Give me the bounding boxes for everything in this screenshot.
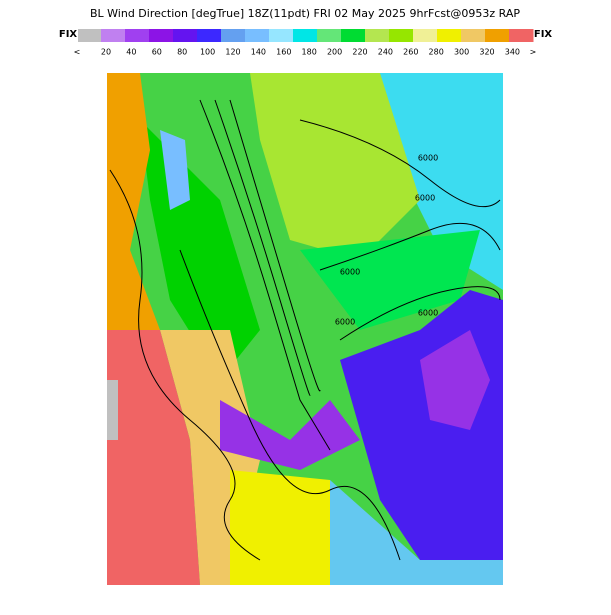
color-swatch: [437, 29, 462, 42]
region: [107, 330, 200, 585]
region: [220, 400, 360, 470]
colorbar-tick-label: 320: [479, 48, 494, 57]
color-swatch: [125, 29, 150, 42]
color-swatch: [245, 29, 270, 42]
color-swatch: [413, 29, 438, 42]
contour: [229, 99, 321, 392]
color-swatch: [365, 29, 390, 42]
colorbar-tick-label: 200: [327, 48, 342, 57]
contour: [214, 99, 311, 396]
color-swatch: [317, 29, 342, 42]
colorbar-tick-label: 20: [101, 48, 111, 57]
colorbar-tick-label: 280: [429, 48, 444, 57]
contour: [339, 286, 501, 341]
over-label: >: [530, 48, 537, 57]
colorbar-tick-label: 60: [152, 48, 162, 57]
contour-label: 6000: [415, 194, 435, 203]
colorbar-tick-label: 300: [454, 48, 469, 57]
fix-label-right: FIX: [534, 29, 553, 40]
contour-labels: 6000 6000 6000 6000 6000: [335, 154, 438, 327]
color-swatch: [149, 29, 174, 42]
contour: [319, 222, 501, 271]
colorbar-tick-label: 100: [200, 48, 215, 57]
region: [230, 470, 330, 585]
fix-swatch: [78, 29, 101, 42]
region: [107, 73, 160, 330]
colorbar-tick-label: 40: [126, 48, 136, 57]
region: [300, 230, 480, 330]
contour-label: 6000: [340, 268, 360, 277]
under-label: <: [74, 48, 81, 57]
colorbar-tick-label: 260: [403, 48, 418, 57]
color-swatch: [101, 29, 126, 42]
contour: [199, 99, 331, 451]
color-swatch: [221, 29, 246, 42]
color-swatch: [173, 29, 198, 42]
colorbar-tick-label: 180: [302, 48, 317, 57]
contour: [299, 119, 501, 208]
region: [107, 380, 118, 440]
colorbar: 20 40 60 80 100 120 140 160 180 200 220 240 260 280 30…: [78, 29, 534, 57]
contour: [109, 169, 261, 561]
color-swatch: [269, 29, 294, 42]
colorbar-tick-label: 160: [276, 48, 291, 57]
contour-label: 6000: [418, 309, 438, 318]
region: [420, 330, 490, 430]
region: [330, 480, 503, 585]
colorbar-tick-label: 340: [505, 48, 520, 57]
map: [107, 73, 503, 585]
colorbar-tick-label: 240: [378, 48, 393, 57]
contour-label: 6000: [335, 318, 355, 327]
colorbar-tick-label: 80: [177, 48, 187, 57]
color-swatch: [389, 29, 414, 42]
contour: [179, 249, 401, 561]
color-swatch: [461, 29, 486, 42]
colorbar-tick-label: 140: [251, 48, 266, 57]
contour-label: 6000: [418, 154, 438, 163]
color-swatch: [509, 29, 534, 42]
colorbar-tick-label: 220: [352, 48, 367, 57]
color-swatch: [293, 29, 318, 42]
title: BL Wind Direction [degTrue] 18Z(11pdt) F…: [90, 7, 520, 20]
color-swatch: [197, 29, 222, 42]
colorbar-tick-label: 120: [225, 48, 240, 57]
fix-label-left: FIX: [59, 29, 78, 40]
region: [160, 130, 190, 210]
region: [250, 73, 420, 260]
color-swatch: [485, 29, 510, 42]
color-swatch: [341, 29, 366, 42]
